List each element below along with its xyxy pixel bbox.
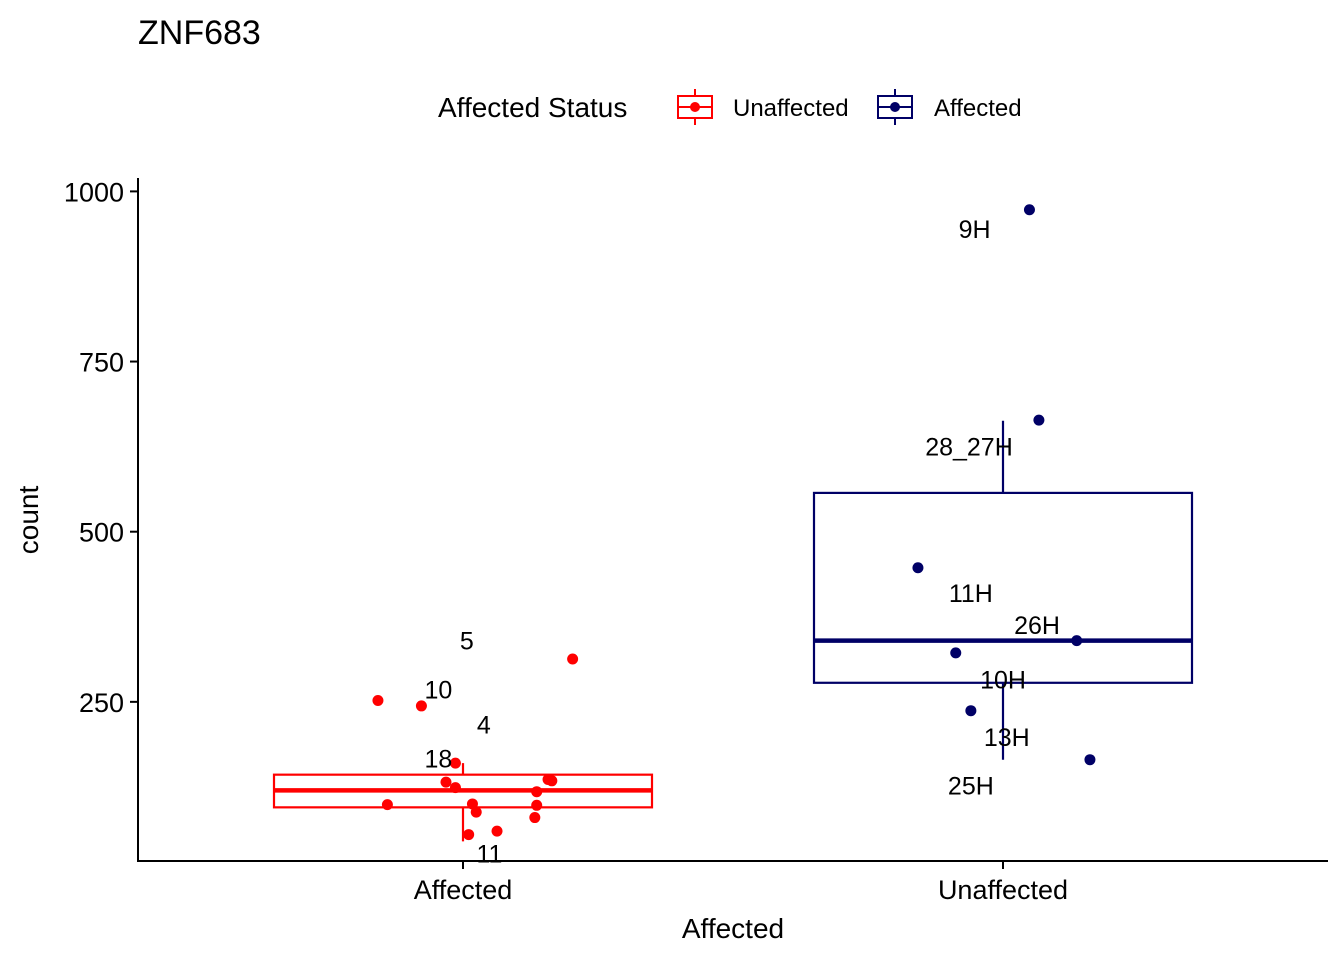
box-unaffected <box>812 420 1194 760</box>
data-point <box>1084 754 1096 766</box>
data-point <box>372 694 384 706</box>
data-points <box>372 204 1096 841</box>
data-point <box>965 705 977 717</box>
data-point <box>449 757 461 769</box>
point-label: 18 <box>425 745 453 773</box>
data-point <box>546 775 558 787</box>
data-point <box>531 799 543 811</box>
data-point <box>531 786 543 798</box>
data-point <box>440 776 452 788</box>
point-label: 28_27H <box>925 434 1013 462</box>
chart-title: ZNF683 <box>138 14 261 52</box>
plot-area <box>272 420 1194 842</box>
point-label: 4 <box>477 711 491 739</box>
y-axis: 250 500 750 1000 <box>64 177 139 862</box>
data-point <box>567 653 579 665</box>
point-label: 10 <box>425 677 453 705</box>
data-point <box>529 812 541 824</box>
data-point <box>1071 635 1083 647</box>
data-point <box>912 562 924 574</box>
point-label: 25H <box>948 773 994 801</box>
data-point <box>491 825 503 837</box>
legend-entry-unaffected: Unaffected <box>677 89 849 125</box>
data-point <box>415 700 427 712</box>
data-point <box>1033 414 1045 426</box>
x-tick-label: Affected <box>414 875 513 905</box>
data-point <box>381 799 393 811</box>
legend-label: Unaffected <box>733 95 849 122</box>
y-tick-label: 750 <box>79 348 124 378</box>
point-label: 11 <box>476 841 502 869</box>
y-axis-title: count <box>13 486 44 555</box>
point-label: 9H <box>959 216 991 244</box>
data-point <box>466 798 478 810</box>
point-label: 26H <box>1014 612 1060 640</box>
y-tick-label: 1000 <box>64 177 124 207</box>
legend-title: Affected Status <box>438 92 627 123</box>
y-tick-label: 500 <box>79 518 124 548</box>
data-point <box>470 806 482 818</box>
legend-key-point <box>690 102 700 112</box>
x-tick-label: Unaffected <box>938 875 1068 905</box>
box-affected <box>272 763 654 842</box>
box-iqr <box>812 491 1194 684</box>
point-label: 13H <box>984 724 1030 752</box>
data-point <box>950 647 962 659</box>
x-axis-title: Affected <box>682 913 784 944</box>
legend: Affected Status Unaffected Affected <box>438 89 1022 125</box>
legend-key-point <box>890 102 900 112</box>
y-tick-label: 250 <box>79 688 124 718</box>
x-axis: Affected Unaffected <box>137 860 1328 905</box>
point-label: 5 <box>460 628 474 656</box>
legend-entries: Unaffected Affected <box>677 89 1022 125</box>
point-labels: 510 4 18 11 9H 28_27H 11H 26H 10H 13H 25H <box>425 216 1060 869</box>
x-ticks: Affected Unaffected <box>414 861 1068 905</box>
legend-label: Affected <box>934 95 1022 122</box>
data-point <box>463 829 475 841</box>
data-point <box>449 782 461 794</box>
legend-entry-affected: Affected <box>877 89 1022 125</box>
data-point <box>1023 204 1035 216</box>
point-label: 11H <box>949 580 993 608</box>
y-ticks: 250 500 750 1000 <box>64 177 138 718</box>
point-label: 10H <box>980 666 1026 694</box>
